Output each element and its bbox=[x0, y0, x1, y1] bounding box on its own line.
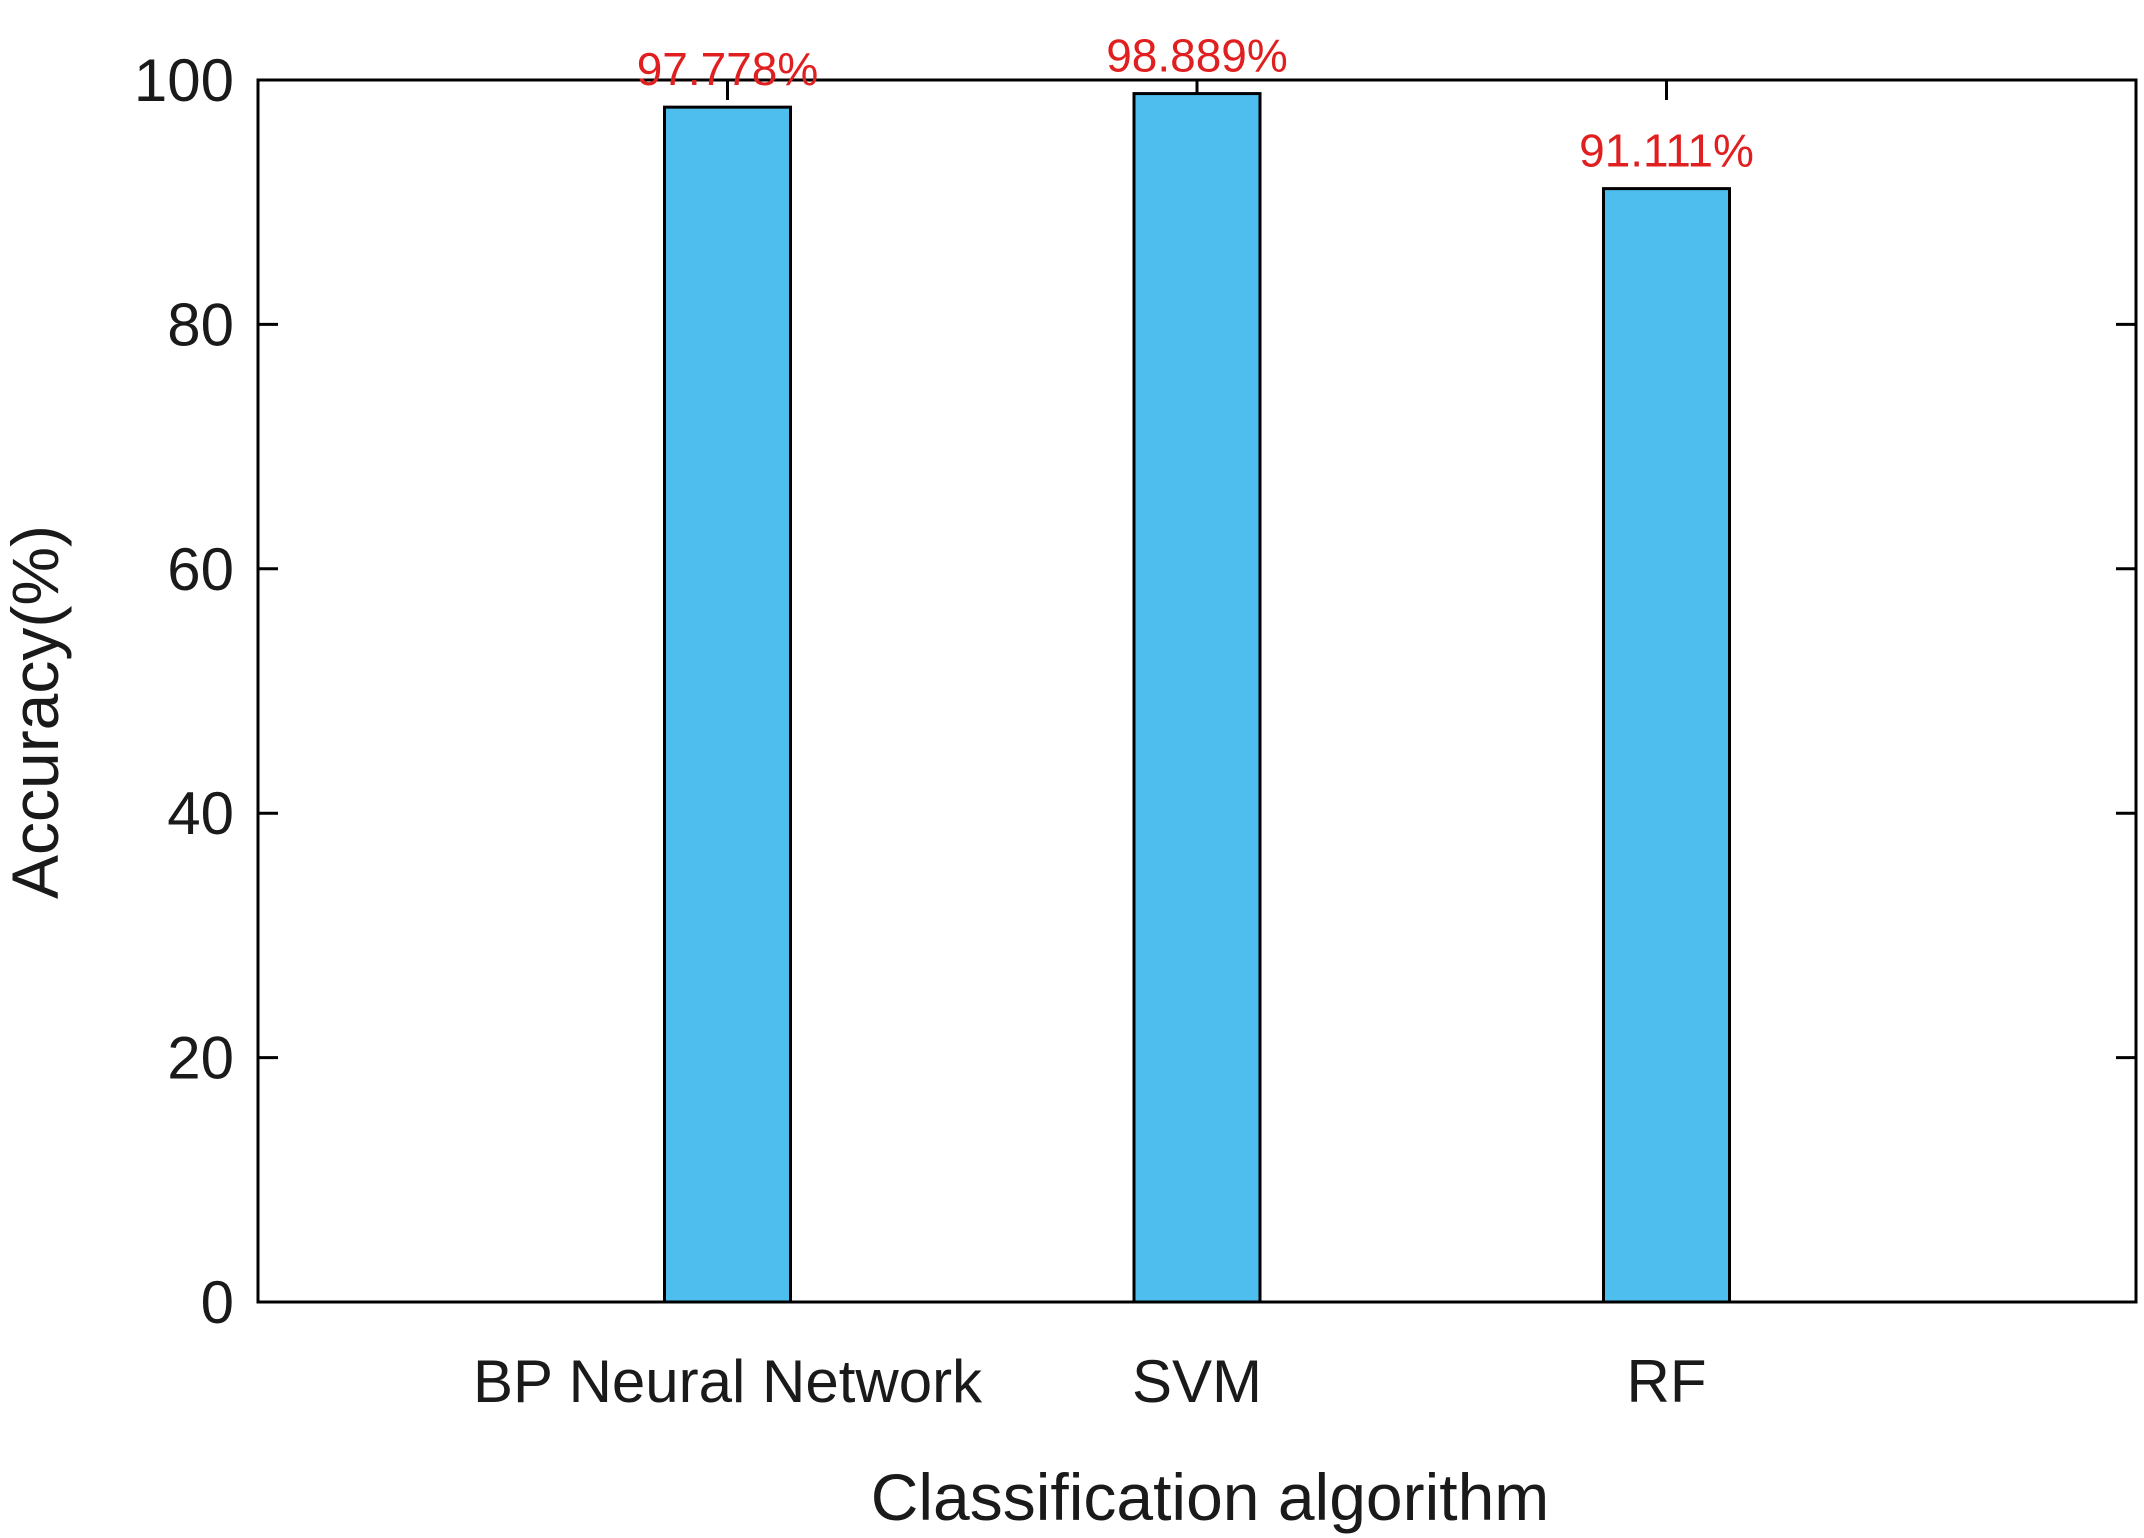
y-tick-label: 20 bbox=[167, 1025, 234, 1092]
data-label: 98.889% bbox=[1106, 30, 1288, 82]
y-axis-title: Accuracy(%) bbox=[0, 525, 72, 899]
x-tick-label: SVM bbox=[1132, 1348, 1262, 1415]
y-tick-label: 40 bbox=[167, 780, 234, 847]
data-label: 91.111% bbox=[1579, 125, 1754, 177]
x-axis-ticks: BP Neural Network SVM RF bbox=[473, 80, 1707, 1415]
bar bbox=[1602, 187, 1731, 1304]
x-axis-title: Classification algorithm bbox=[871, 1460, 1550, 1534]
data-label: 97.778% bbox=[637, 43, 819, 95]
x-tick-label: RF bbox=[1627, 1348, 1707, 1415]
bars bbox=[663, 92, 1731, 1304]
data-labels: 97.778% 98.889% 91.111% bbox=[637, 30, 1754, 177]
y-tick-label: 60 bbox=[167, 536, 234, 603]
bar bbox=[663, 105, 792, 1304]
y-axis-ticks: 0 20 40 60 80 100 bbox=[134, 47, 2136, 1336]
y-tick-label: 0 bbox=[201, 1269, 234, 1336]
x-tick-label: BP Neural Network bbox=[473, 1348, 983, 1415]
y-tick-label: 80 bbox=[167, 291, 234, 358]
bar bbox=[1132, 92, 1262, 1304]
y-tick-label: 100 bbox=[134, 47, 234, 114]
